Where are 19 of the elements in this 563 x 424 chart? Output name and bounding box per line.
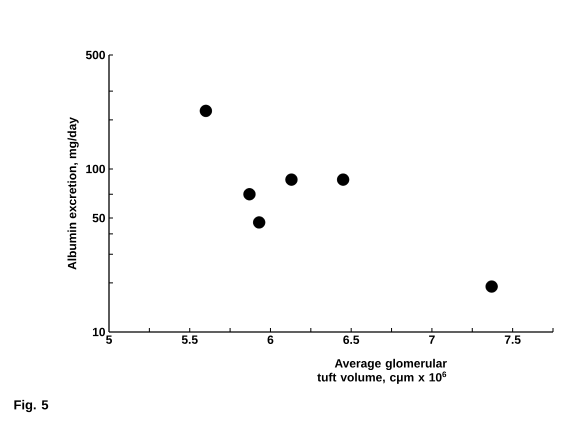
point — [243, 188, 256, 200]
x-axis-title: Average glomerular tuft volume, cμm x 10$^{6}$ — [317, 358, 447, 384]
point — [252, 216, 266, 229]
y-tick-label: 50 — [92, 214, 105, 222]
caption: Fig. 5 — [14, 400, 48, 412]
x-tick-label: 7 — [429, 336, 435, 344]
point — [485, 280, 498, 293]
y-tick-label: 500 — [86, 50, 105, 60]
x-tick-label: 5 — [106, 336, 112, 344]
y-axis-title: Albumin excretion, mg/day — [68, 117, 79, 270]
point — [336, 173, 350, 186]
x-tick-label: 5.5 — [182, 336, 198, 344]
point — [285, 173, 298, 186]
y-tick-label: 10 — [92, 328, 105, 336]
x-tick-label: 7.5 — [504, 336, 521, 344]
x-tick-label: 6 — [268, 336, 274, 344]
point — [200, 104, 212, 118]
x-tick-label: 6.5 — [343, 336, 360, 344]
y-tick-label: 100 — [86, 164, 105, 174]
